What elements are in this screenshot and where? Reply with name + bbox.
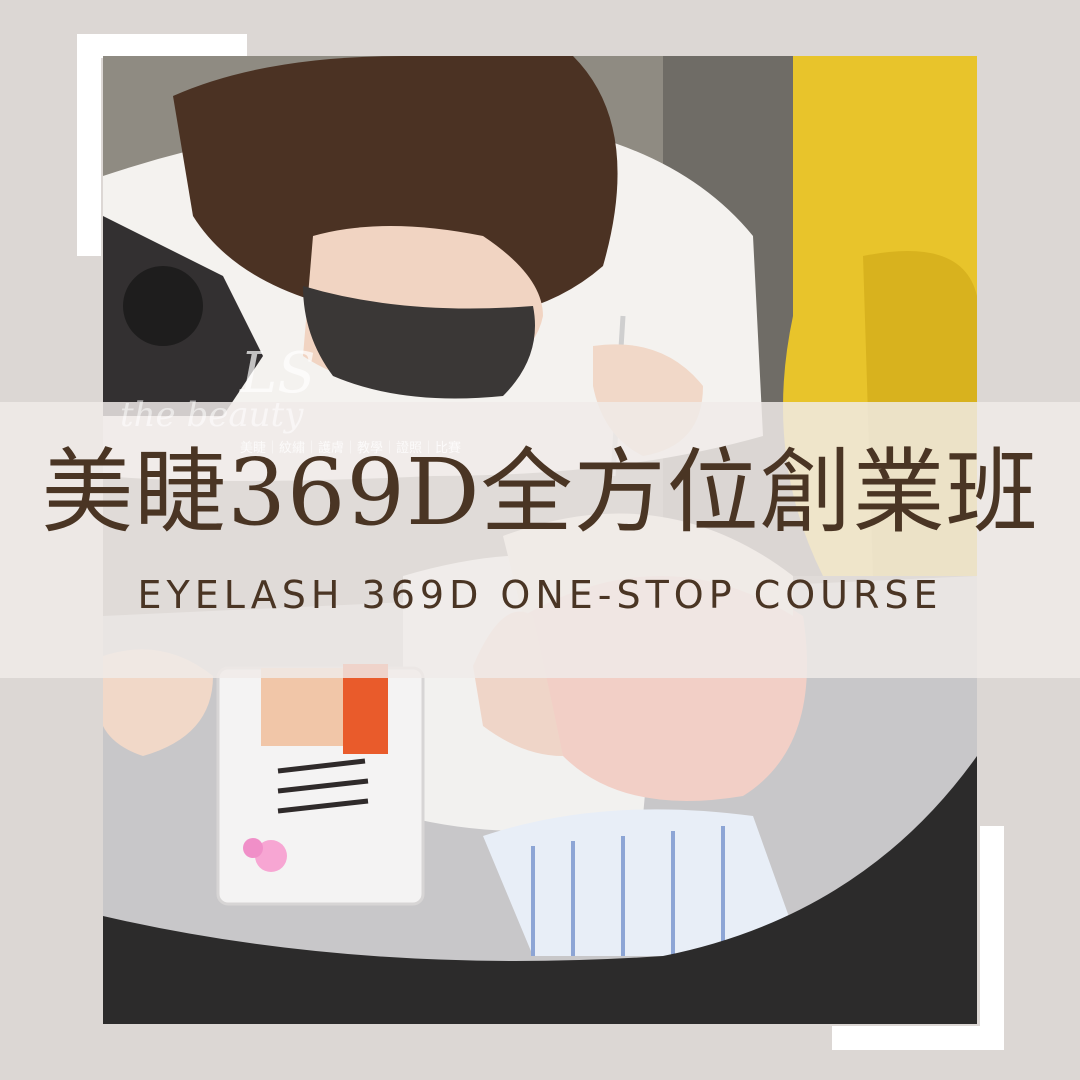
title-band bbox=[0, 402, 1080, 678]
corner-frame-top-left bbox=[77, 34, 247, 256]
corner-frame-bottom-right bbox=[832, 826, 1004, 1050]
magnifier-lamp-icon bbox=[103, 756, 977, 1024]
technician-mask bbox=[303, 286, 535, 399]
lash-tray-icon bbox=[216, 664, 425, 906]
watermark-script: the beauty bbox=[120, 395, 304, 435]
watermark-services: 美睫｜紋繡｜護膚｜教學｜證照｜比賽 bbox=[240, 440, 461, 456]
brand-watermark: LS the beauty 美睫｜紋繡｜護膚｜教學｜證照｜比賽 bbox=[120, 341, 461, 456]
course-title-english: EYELASH 369D ONE-STOP COURSE bbox=[137, 573, 943, 617]
watermark-logo: LS bbox=[239, 341, 316, 406]
course-title-chinese: 美睫369D全方位創業班 bbox=[41, 439, 1039, 546]
